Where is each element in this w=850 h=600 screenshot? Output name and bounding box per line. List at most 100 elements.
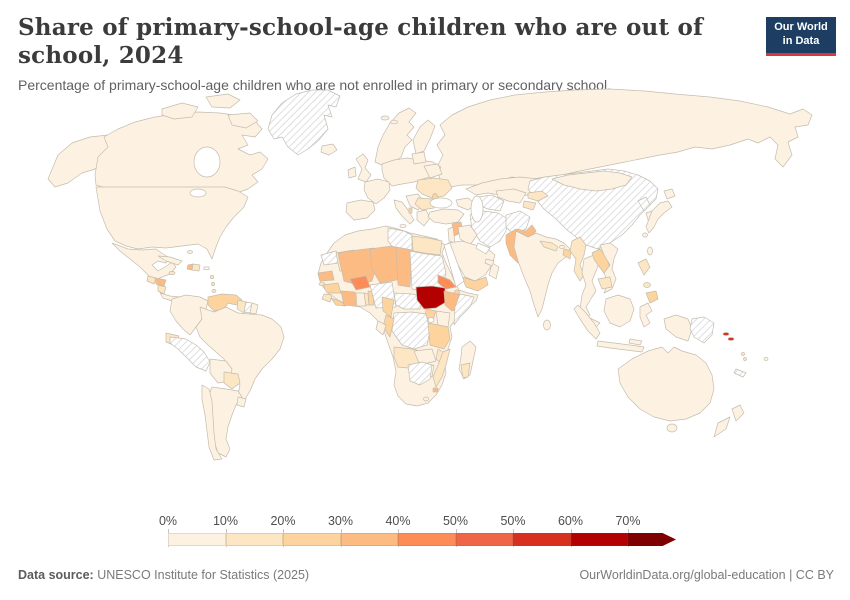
country-botswana[interactable] [407,361,433,386]
country-iceland[interactable] [320,143,338,156]
arctic-island-1[interactable] [161,102,199,120]
country-cote-divoire[interactable] [340,290,357,307]
country-french-guiana[interactable] [249,302,259,315]
country-senegal[interactable] [317,270,335,282]
philippines-mindanao[interactable] [645,290,659,304]
arctic-island-2[interactable] [205,93,241,109]
region-baltics[interactable] [411,151,427,165]
country-somalia[interactable] [453,293,475,326]
svalbard[interactable] [380,115,390,121]
country-venezuela[interactable] [207,293,243,312]
country-thailand[interactable] [579,254,601,320]
country-belarus[interactable] [423,163,443,179]
legend-swatch-6[interactable] [513,533,571,546]
country-china[interactable] [527,168,659,250]
country-bahamas[interactable] [187,250,193,254]
new-caledonia[interactable] [733,368,747,378]
country-peru[interactable] [169,336,211,372]
country-vietnam[interactable] [599,242,619,294]
country-usa[interactable] [95,186,249,260]
country-south-sudan[interactable] [415,285,447,310]
legend-swatch-0[interactable] [168,533,226,546]
country-taiwan[interactable] [647,246,653,256]
country-eritrea[interactable] [437,274,457,290]
country-sri-lanka[interactable] [543,319,551,331]
country-guatemala[interactable] [146,275,157,285]
country-ghana[interactable] [355,292,367,307]
arctic-island-3[interactable] [227,112,259,129]
japan-hokkaido[interactable] [663,188,676,200]
country-ireland[interactable] [347,166,357,179]
sulawesi[interactable] [639,302,653,328]
legend-swatch-7[interactable] [570,533,628,546]
country-liberia[interactable] [330,297,347,307]
country-ukraine[interactable] [415,177,453,199]
country-kenya[interactable] [435,310,451,328]
country-puerto-rico[interactable] [203,266,210,270]
country-romania[interactable] [414,197,435,211]
vanuatu-2[interactable] [743,357,747,361]
country-zambia[interactable] [413,348,437,366]
legend-swatch-5[interactable] [455,533,513,546]
country-brazil[interactable] [195,306,285,402]
legend-swatch-1[interactable] [225,533,283,546]
country-finland[interactable] [412,119,436,155]
lesser-antilles-1[interactable] [210,275,214,279]
country-guyana[interactable] [236,299,247,314]
country-cameroon[interactable] [381,296,395,318]
country-greece[interactable] [416,209,431,227]
license-link[interactable]: CC BY [795,568,834,582]
country-italy[interactable] [393,199,415,225]
country-guinea[interactable] [322,282,342,294]
country-north-korea[interactable] [637,196,651,212]
country-bangladesh[interactable] [562,248,572,260]
country-india[interactable] [513,230,571,318]
country-uruguay[interactable] [236,396,247,408]
owid-link[interactable]: OurWorldinData.org/global-education [579,568,786,582]
country-jamaica[interactable] [168,271,176,275]
new-zealand-south[interactable] [713,416,731,438]
country-mozambique[interactable] [432,348,451,388]
timor[interactable] [628,338,643,346]
sicily[interactable] [399,223,407,229]
japan-honshu[interactable] [645,200,673,234]
country-nepal[interactable] [539,240,559,252]
country-egypt[interactable] [411,235,443,256]
legend-swatch-4[interactable] [398,533,456,546]
country-honduras[interactable] [154,277,167,287]
country-yemen[interactable] [461,276,489,292]
country-chad[interactable] [395,246,413,288]
country-congo[interactable] [382,314,395,338]
region-iberia[interactable] [345,199,376,221]
solomon-islands[interactable] [722,332,730,336]
philippines-visayas[interactable] [643,282,651,288]
country-uae[interactable] [484,258,495,267]
country-turkey[interactable] [427,208,465,225]
country-mali[interactable] [337,247,377,286]
madagascar-south[interactable] [460,362,471,379]
country-mongolia[interactable] [551,170,633,192]
tasmania[interactable] [666,423,678,433]
philippines-luzon[interactable] [637,258,651,276]
country-bhutan[interactable] [559,245,565,249]
country-nicaragua[interactable] [157,284,167,295]
country-australia[interactable] [617,346,715,422]
country-lesotho[interactable] [423,396,429,402]
country-uzbekistan[interactable] [495,188,527,204]
country-albania[interactable] [408,207,413,214]
lesser-antilles-2[interactable] [211,282,215,286]
country-tanzania[interactable] [427,322,451,350]
country-paraguay[interactable] [223,371,241,390]
country-eswatini[interactable] [432,387,439,393]
vanuatu[interactable] [741,352,745,356]
country-cambodia[interactable] [597,276,613,290]
svalbard-2[interactable] [390,119,398,125]
java[interactable] [596,340,645,353]
owid-logo[interactable]: Our World in Data [766,17,836,56]
country-iraq[interactable] [457,224,478,246]
legend-swatch-8[interactable] [628,533,676,546]
country-afghanistan[interactable] [505,210,531,236]
country-mexico[interactable] [111,242,177,282]
new-zealand-north[interactable] [731,404,745,422]
country-cuba[interactable] [157,255,183,266]
